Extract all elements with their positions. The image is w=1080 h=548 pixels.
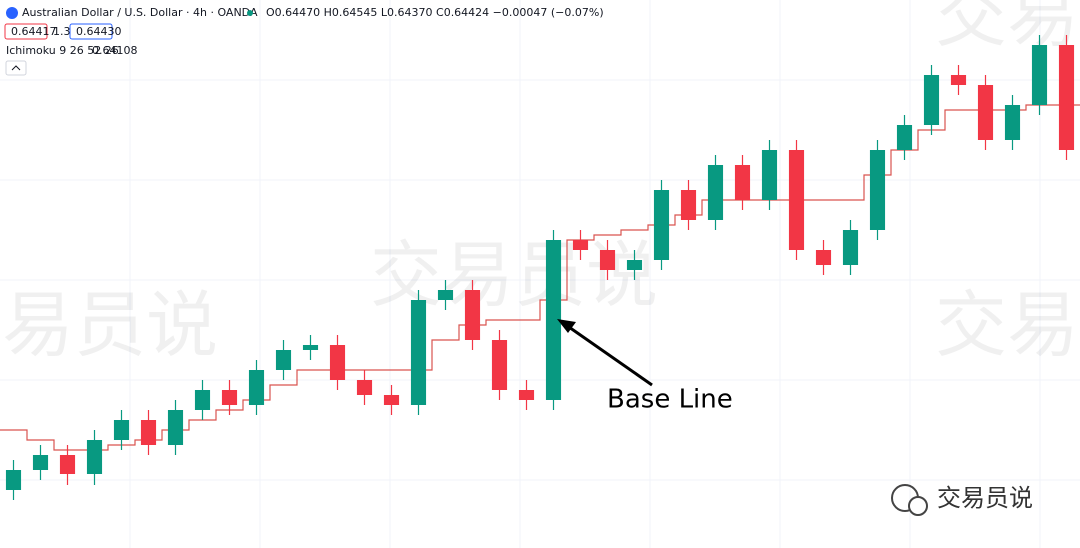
candle-body — [599, 250, 616, 270]
header: Australian Dollar / U.S. Dollar · 4h · O… — [4, 6, 604, 76]
candle-body — [302, 345, 319, 350]
candle-body — [788, 150, 805, 250]
candle-body — [761, 150, 778, 200]
candle-body — [86, 440, 103, 474]
candle-body — [194, 390, 211, 410]
bid-box[interactable] — [4, 23, 48, 40]
symbol-icon — [6, 7, 18, 19]
candle-body — [707, 165, 724, 220]
logo-text: 交易员说 — [937, 484, 1033, 512]
logo-icon — [908, 496, 928, 516]
candle-body — [1058, 45, 1075, 150]
candle-body — [572, 240, 589, 250]
candle-body — [977, 85, 994, 140]
candle-body — [896, 125, 913, 150]
candle-body — [1004, 105, 1021, 140]
candle-body — [437, 290, 454, 300]
status-dot — [247, 10, 253, 16]
candle-body — [734, 165, 751, 200]
arrow-shaft — [565, 323, 653, 387]
candle-body — [545, 240, 562, 400]
candle-body — [140, 420, 157, 445]
watermark: 交易员说 — [935, 283, 1080, 367]
candle-body — [113, 420, 130, 440]
indicator: Ichimoku 9 26 52 26 — [6, 44, 119, 57]
collapse-button[interactable] — [5, 60, 27, 76]
candle-body — [518, 390, 535, 400]
spread: 1.3 — [53, 25, 71, 38]
candle-body — [1031, 45, 1048, 105]
candle-body — [59, 455, 76, 474]
symbol-title: Australian Dollar / U.S. Dollar · 4h · O… — [22, 6, 258, 19]
logo: 交易员说 — [891, 484, 1033, 516]
candle-body — [5, 470, 22, 490]
candle-body — [464, 290, 481, 340]
ask-box[interactable] — [69, 23, 113, 40]
collapse-icon[interactable] — [11, 65, 21, 71]
watermark: 交易员说 — [935, 0, 1080, 57]
candle-body — [275, 350, 292, 370]
annotation-text: Base Line — [607, 385, 733, 415]
candle-body — [950, 75, 967, 85]
candle-body — [653, 190, 670, 260]
candle-body — [491, 340, 508, 390]
candle-body — [923, 75, 940, 125]
candle-body — [329, 345, 346, 380]
base-line — [0, 104, 1080, 451]
candle-body — [680, 190, 697, 220]
watermarks: 交易员说 交易员说 交易员说 交易员说 — [0, 0, 1080, 367]
arrow-head — [557, 319, 576, 333]
candle-body — [383, 395, 400, 405]
plot — [0, 35, 1080, 500]
candle-body — [626, 260, 643, 270]
candle-body — [410, 300, 427, 405]
ask[interactable]: 0.64430 — [76, 25, 122, 38]
indicator-value: 0.64108 — [92, 44, 138, 57]
candle-body — [815, 250, 832, 265]
candle-body — [248, 370, 265, 405]
candle-body — [869, 150, 886, 230]
bid[interactable]: 0.64417 — [11, 25, 57, 38]
candle-body — [356, 380, 373, 395]
candle-body — [167, 410, 184, 445]
watermark: 交易员说 — [0, 283, 218, 367]
candle-body — [221, 390, 238, 405]
ohlc: O0.64470 H0.64545 L0.64370 C0.64424 −0.0… — [266, 6, 604, 19]
candle-body — [842, 230, 859, 265]
candle-body — [32, 455, 49, 470]
annotation: Base Line — [557, 319, 733, 415]
